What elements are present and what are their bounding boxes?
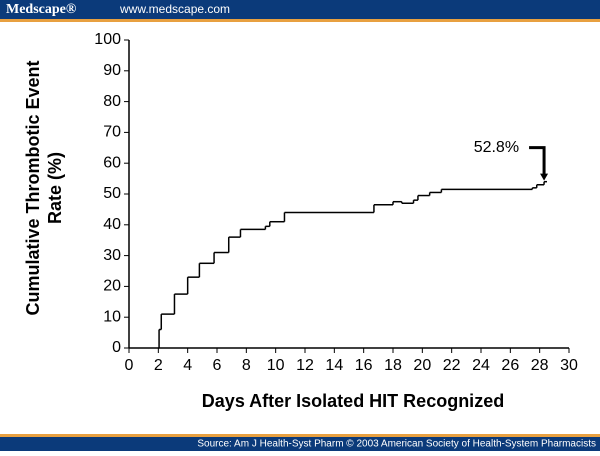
- footer-bar: [0, 437, 600, 451]
- x-tick-label: 12: [296, 357, 314, 374]
- x-tick-label: 24: [472, 357, 490, 374]
- x-tick-label: 26: [501, 357, 519, 374]
- y-tick-label: 60: [103, 154, 121, 171]
- annotation-arrow: [529, 146, 546, 176]
- y-tick-label: 80: [103, 93, 121, 110]
- y-tick-label: 20: [103, 278, 121, 295]
- x-tick-label: 2: [154, 357, 163, 374]
- x-tick-label: 30: [560, 357, 578, 374]
- y-tick-label: 70: [103, 124, 121, 141]
- y-axis-label: Cumulative Thrombotic Event: [23, 60, 43, 315]
- x-tick-label: 14: [325, 357, 343, 374]
- x-tick-label: 18: [384, 357, 402, 374]
- header-rule: [0, 19, 600, 22]
- x-tick-label: 16: [355, 357, 373, 374]
- x-axis-label: Days After Isolated HIT Recognized: [202, 391, 504, 411]
- y-tick-label: 10: [103, 308, 121, 325]
- brand: Medscape®: [6, 2, 77, 17]
- x-tick-label: 0: [125, 357, 134, 374]
- url: www.medscape.com: [119, 2, 230, 16]
- y-tick-label: 40: [103, 216, 121, 233]
- x-tick-label: 10: [267, 357, 285, 374]
- y-tick-label: 30: [103, 247, 121, 264]
- y-tick-label: 90: [103, 62, 121, 79]
- y-tick-label: 50: [103, 185, 121, 202]
- annotation-label: 52.8%: [474, 139, 519, 156]
- footer-rule: [0, 434, 600, 437]
- source: Source: Am J Health-Syst Pharm © 2003 Am…: [197, 439, 596, 450]
- y-axis-label: Rate (%): [45, 152, 65, 224]
- y-tick-label: 100: [94, 31, 121, 48]
- header-bar: [0, 0, 600, 19]
- x-tick-label: 4: [183, 357, 192, 374]
- x-tick-label: 8: [242, 357, 251, 374]
- annotation-arrowhead: [540, 173, 549, 181]
- y-tick-label: 0: [112, 339, 121, 356]
- x-tick-label: 6: [213, 357, 222, 374]
- x-tick-label: 20: [413, 357, 431, 374]
- x-tick-label: 28: [531, 357, 549, 374]
- x-tick-label: 22: [443, 357, 461, 374]
